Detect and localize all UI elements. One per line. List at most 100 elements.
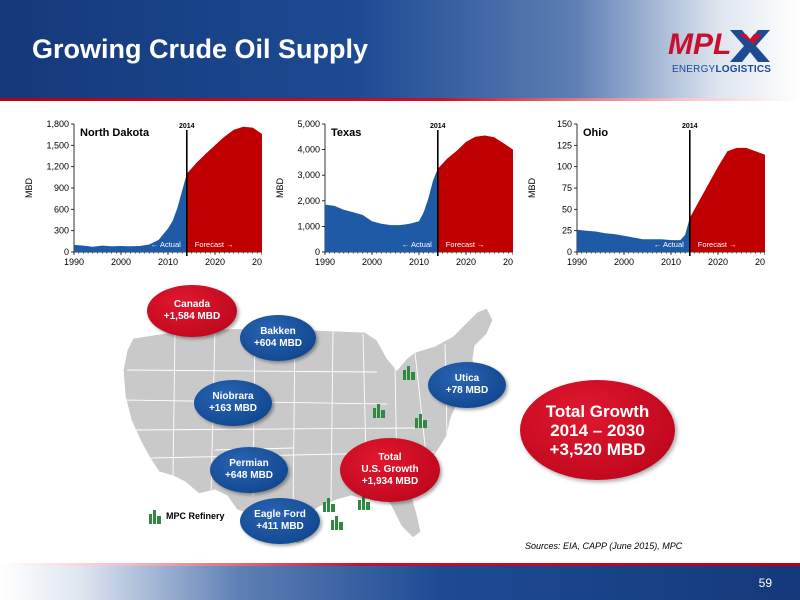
y-tick-label: 0 <box>315 247 320 257</box>
y-tick-label: 600 <box>54 204 69 214</box>
bubble-bakken-value: +604 MBD <box>253 338 303 349</box>
bubble-eagle-ford-value: +411 MBD <box>256 521 304 532</box>
footer-rule <box>0 563 800 566</box>
y-tick-label: 100 <box>557 162 572 172</box>
total-growth-line1: Total Growth <box>545 401 650 421</box>
logo-tagline: ENERGYLOGISTICS <box>672 64 771 75</box>
logo-tagline-energy: ENERGY <box>672 64 716 75</box>
map-legend-label: MPC Refinery <box>166 511 225 521</box>
x-tick-label: 2030 <box>503 257 513 267</box>
series-area-actual <box>577 217 690 252</box>
forecast-label: Forecast → <box>446 240 485 249</box>
bubble-niobrara: Niobrara +163 MBD <box>194 380 272 426</box>
bubble-utica-value: +78 MBD <box>445 385 489 396</box>
chart-ohio: 0 25 50 75 100 125 150 1990 2000 2010 2020 2030 2014… <box>525 110 765 280</box>
chart-title: Texas <box>331 127 361 139</box>
y-tick-label: 3,000 <box>297 170 320 180</box>
y-tick-label: 5,000 <box>297 119 320 129</box>
y-tick-label: 300 <box>54 226 69 236</box>
bubble-eagle-ford-name: Eagle Ford <box>254 509 306 520</box>
chart-title: North Dakota <box>80 127 150 139</box>
y-axis-label: MBD <box>527 178 537 199</box>
marker-label: 2014 <box>430 123 446 130</box>
page-number: 59 <box>758 576 772 590</box>
y-tick-label: 150 <box>557 119 572 129</box>
refinery-icon <box>358 496 370 510</box>
x-tick-label: 2030 <box>755 257 765 267</box>
series-area-forecast <box>689 147 765 252</box>
y-tick-label: 0 <box>64 247 69 257</box>
chart-ohio-svg: 0 25 50 75 100 125 150 1990 2000 2010 2020 2030 2014… <box>527 119 765 267</box>
chart-north-dakota: 0 300 600 900 1,200 1,500 1,800 1990 2000 2010 202… <box>22 110 262 280</box>
x-tick-label: 2010 <box>158 257 178 267</box>
series-area-actual <box>74 173 187 252</box>
y-tick-label: 125 <box>557 140 572 150</box>
bubble-niobrara-value: +163 MBD <box>208 403 258 414</box>
y-tick-label: 900 <box>54 183 69 193</box>
refinery-icon <box>373 404 385 418</box>
refinery-legend-icon <box>149 510 161 524</box>
x-tick-label: 2020 <box>708 257 728 267</box>
x-tick-label: 1990 <box>64 257 84 267</box>
chart-north-dakota-svg: 0 300 600 900 1,200 1,500 1,800 1990 2000 2010 202… <box>24 119 262 267</box>
page-title: Growing Crude Oil Supply <box>32 34 369 64</box>
y-axis-label: MBD <box>275 178 285 199</box>
x-tick-label: 1990 <box>315 257 335 267</box>
actual-label: ← Actual <box>151 240 181 249</box>
marker-label: 2014 <box>682 123 698 130</box>
bubble-total-us-growth: Total U.S. Growth +1,934 MBD <box>340 438 440 502</box>
refinery-icon <box>323 498 335 512</box>
bubble-permian-value: +648 MBD <box>224 470 274 481</box>
y-tick-label: 75 <box>562 183 572 193</box>
bubble-total-us-line2: U.S. Growth <box>361 464 419 475</box>
bubble-bakken: Bakken +604 MBD <box>240 315 316 361</box>
x-tick-label: 2020 <box>205 257 225 267</box>
logo-tagline-logistics: LOGISTICS <box>715 64 772 75</box>
bubble-bakken-name: Bakken <box>260 326 296 337</box>
bubble-utica-name: Utica <box>454 373 480 384</box>
y-tick-label: 1,200 <box>46 162 69 172</box>
refinery-icon <box>415 414 427 428</box>
x-tick-label: 2030 <box>252 257 262 267</box>
marker-label: 2014 <box>179 123 195 130</box>
mplx-logo-x-accent <box>738 34 762 44</box>
map-legend: MPC Refinery <box>148 508 225 524</box>
x-tick-label: 2000 <box>614 257 634 267</box>
header-band <box>0 0 800 98</box>
footer-band <box>0 566 800 600</box>
bubble-canada: Canada +1,584 MBD <box>147 285 237 337</box>
x-tick-label: 2000 <box>362 257 382 267</box>
x-tick-label: 1990 <box>567 257 587 267</box>
sources-note: Sources: EIA, CAPP (June 2015), MPC <box>525 541 683 551</box>
y-tick-label: 1,500 <box>46 140 69 150</box>
bubble-total-us-value: +1,934 MBD <box>361 476 419 487</box>
actual-label: ← Actual <box>402 240 432 249</box>
x-tick-label: 2000 <box>111 257 131 267</box>
x-tick-label: 2010 <box>409 257 429 267</box>
x-tick-label: 2020 <box>456 257 476 267</box>
chart-title: Ohio <box>583 127 608 139</box>
actual-label: ← Actual <box>654 240 684 249</box>
x-tick-label: 2010 <box>661 257 681 267</box>
forecast-label: Forecast → <box>195 240 234 249</box>
y-tick-label: 25 <box>562 226 572 236</box>
refinery-icon <box>331 516 343 530</box>
y-tick-label: 2,000 <box>297 196 320 206</box>
bubble-canada-name: Canada <box>173 299 211 310</box>
bubble-permian-name: Permian <box>229 458 269 469</box>
y-tick-label: 1,000 <box>297 221 320 231</box>
series-area-forecast <box>186 126 262 252</box>
header-rule <box>0 98 800 101</box>
series-area-actual <box>325 168 438 252</box>
bubble-total-us-line1: Total <box>378 452 402 463</box>
refinery-icon <box>403 366 415 380</box>
mplx-logo: MPL <box>668 28 770 62</box>
mplx-logo-letters: MPL <box>668 28 731 61</box>
bubble-utica: Utica +78 MBD <box>428 362 506 408</box>
bubble-permian: Permian +648 MBD <box>210 447 288 493</box>
y-tick-label: 50 <box>562 204 572 214</box>
y-tick-label: 4,000 <box>297 145 320 155</box>
total-growth-bubble: Total Growth 2014 – 2030 +3,520 MBD <box>520 380 675 480</box>
y-tick-label: 1,800 <box>46 119 69 129</box>
bubble-eagle-ford: Eagle Ford +411 MBD <box>240 498 320 544</box>
